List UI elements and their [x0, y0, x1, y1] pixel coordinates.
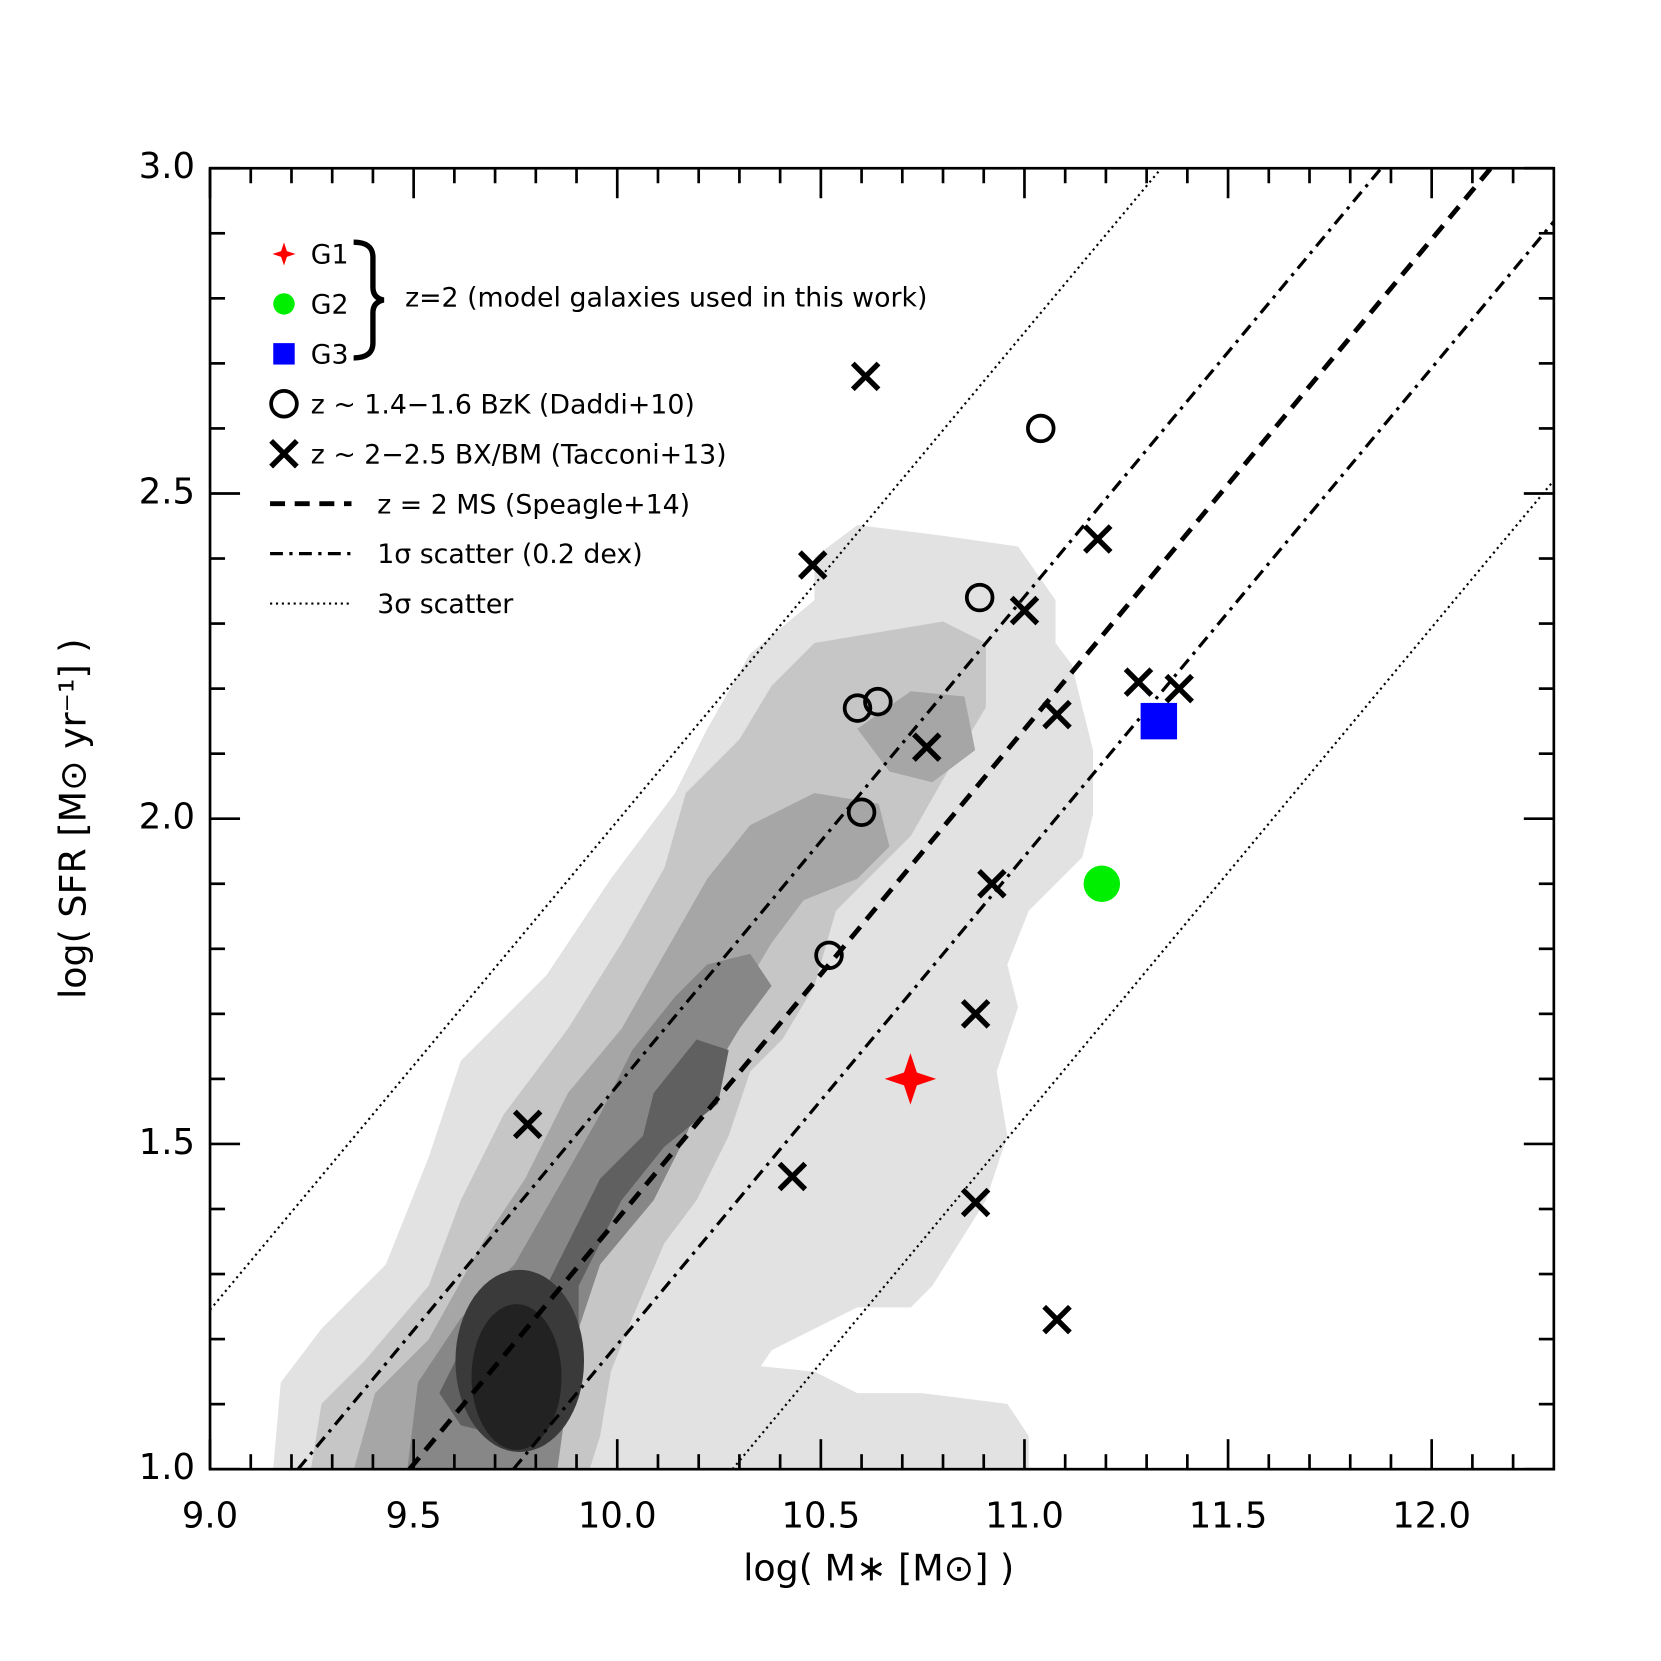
lines [210, 168, 1554, 1470]
star-marker [884, 1053, 937, 1105]
line [512, 220, 1554, 1470]
open-circle-marker [814, 940, 844, 971]
open-circle-marker [964, 582, 995, 613]
x-marker [777, 1161, 808, 1192]
legend-symbol [272, 242, 296, 266]
x-tick-label: 10.5 [781, 1495, 860, 1536]
y-tick-label: 2.5 [139, 471, 195, 512]
open-circle-marker [863, 686, 893, 717]
x-marker [1083, 524, 1113, 554]
contour [471, 1304, 562, 1450]
legend-label: G1 [311, 240, 349, 271]
x-marker [1123, 667, 1154, 697]
x-axis-label: log( M∗ [M⊙] ) [743, 1546, 1014, 1589]
x-marker [512, 1109, 543, 1140]
line [296, 168, 1383, 1470]
open-circle-marker [842, 693, 873, 723]
y-axis-label: log( SFR [M⊙ yr⁻¹] ) [52, 639, 95, 999]
open-circle-marker [1026, 413, 1056, 444]
density-contours [273, 525, 1094, 1470]
plot-frame [208, 166, 1556, 1471]
x-marker [977, 869, 1007, 899]
legend-label: G2 [311, 290, 349, 321]
y-tick-label: 1.5 [139, 1122, 195, 1163]
legend-label: z = 2 MS (Speagle+14) [377, 489, 690, 520]
legend-symbol [269, 438, 299, 469]
y-tick-label: 1.0 [139, 1447, 195, 1488]
circle-marker [1083, 865, 1121, 902]
legend-label: z ~ 2−2.5 BX/BM (Tacconi+13) [311, 439, 727, 470]
line [407, 168, 1493, 1470]
legend-symbol [273, 293, 295, 315]
line [731, 479, 1554, 1470]
x-marker [1042, 1304, 1072, 1335]
x-tick-label: 10.0 [578, 1495, 657, 1536]
x-marker [1009, 595, 1040, 626]
x-tick-label: 12.0 [1392, 1495, 1471, 1536]
annotation: z=2 (model galaxies used in this work) [405, 282, 927, 313]
x-marker [850, 361, 881, 392]
x-tick-label: 11.5 [1189, 1495, 1268, 1536]
x-marker [911, 732, 942, 762]
x-tick-label: 9.0 [182, 1495, 238, 1536]
x-marker [960, 999, 991, 1029]
legend-symbol [269, 389, 299, 419]
legend-label: G3 [311, 339, 349, 370]
legend-bracket [353, 239, 385, 361]
legend-label: 1σ scatter (0.2 dex) [377, 539, 642, 570]
x-marker [1042, 699, 1072, 730]
legend-label: 3σ scatter [377, 589, 514, 620]
line [210, 168, 1163, 1311]
open-circle-marker [846, 797, 877, 827]
legend-label: z ~ 1.4−1.6 BzK (Daddi+10) [311, 389, 695, 420]
x-tick-label: 9.5 [386, 1495, 442, 1536]
square-marker [1140, 702, 1178, 740]
x-marker [960, 1187, 991, 1218]
x-tick-label: 11.0 [985, 1495, 1064, 1536]
legend-symbol [273, 343, 295, 365]
x-marker [797, 550, 828, 580]
y-tick-label: 3.0 [139, 146, 195, 187]
y-tick-label: 2.0 [139, 797, 195, 838]
x-marker [1164, 673, 1194, 704]
